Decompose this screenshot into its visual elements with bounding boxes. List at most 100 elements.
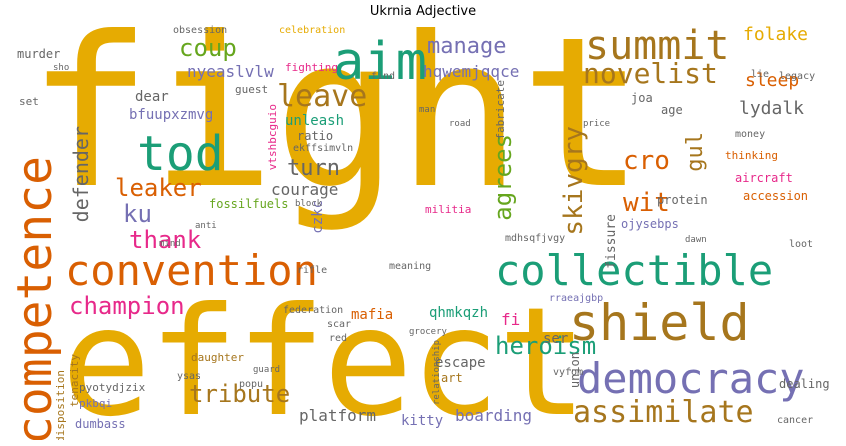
word-vyfom: vyfom (553, 367, 584, 378)
word-scar: scar (327, 319, 352, 330)
word-qhmkqzh: qhmkqzh (429, 305, 489, 321)
word-defender: defender (69, 126, 93, 223)
word-platform: platform (299, 406, 377, 425)
word-escape: escape (435, 355, 486, 371)
word-money: money (735, 129, 766, 140)
word-gul: gul (683, 132, 708, 172)
word-effect: effect (61, 276, 588, 440)
word-hqwemjqqce: hqwemjqqce (423, 62, 520, 81)
word-novelist: novelist (583, 57, 718, 90)
word-art: art (441, 371, 463, 385)
word-rraeajgbp: rraeajgbp (549, 293, 604, 304)
word-fabricate: fabricate (494, 80, 507, 140)
word-fi: fi (501, 310, 521, 329)
word-tod: tod (137, 126, 224, 182)
word-ser: ser (543, 331, 569, 347)
word-summit: summit (585, 23, 730, 69)
word-coup: coup (179, 34, 237, 62)
word-thank: thank (129, 226, 202, 254)
word-protein: protein (657, 193, 708, 207)
word-ysas: ysas (177, 371, 202, 382)
word-red: red (329, 333, 348, 344)
word-mind: mind (159, 239, 181, 249)
word-road: road (449, 119, 471, 129)
word-dear: dear (135, 89, 169, 105)
word-mafia: mafia (351, 307, 394, 323)
word-legacy: legacy (779, 71, 816, 82)
word-boarding: boarding (455, 406, 533, 425)
word-fissure: fissure (604, 214, 619, 269)
word-shield: shield (569, 294, 750, 352)
word-mdhsqfjvgy: mdhsqfjvgy (505, 233, 566, 244)
word-meaning: meaning (389, 261, 432, 272)
word-man: man (419, 105, 436, 115)
word-competence: competence (9, 156, 63, 440)
word-dealing: dealing (779, 377, 830, 391)
word-aircraft: aircraft (735, 171, 793, 185)
word-unleash: unleash (285, 113, 345, 129)
word-manage: manage (427, 34, 507, 59)
word-set: set (19, 95, 39, 108)
word-champion: champion (69, 292, 185, 320)
word-fossilfuels: fossilfuels (209, 197, 289, 211)
word-militia: militia (425, 203, 472, 216)
word-obsession: obsession (173, 25, 228, 36)
word-ku: ku (123, 200, 152, 228)
word-ekffsimvln: ekffsimvln (293, 143, 354, 154)
word-collectible: collectible (495, 246, 774, 295)
word-vtshbcguio: vtshbcguio (266, 104, 279, 171)
word-accession: accession (743, 189, 809, 203)
word-dawn: dawn (685, 235, 707, 245)
word-folake: folake (743, 24, 809, 45)
word-grocery: grocery (409, 327, 447, 337)
word-pyotydjzix: pyotydjzix (79, 381, 146, 394)
word-popu: popu (239, 379, 264, 390)
chart-title: Ukrnia Adjective (369, 4, 477, 19)
word-lie: lie (751, 69, 770, 80)
word-thinking: thinking (725, 149, 778, 162)
word-pkbqi: pkbqi (79, 397, 113, 410)
word-sleep: sleep (745, 70, 800, 91)
word-lydalk: lydalk (739, 98, 805, 119)
word-ratio: ratio (297, 129, 334, 143)
word-cro: cro (623, 146, 670, 176)
word-loot: loot (789, 239, 814, 250)
word-cancer: cancer (777, 415, 814, 426)
word-block: block (295, 199, 323, 209)
word-heroism: heroism (495, 332, 597, 360)
word-disposition: disposition (54, 370, 67, 440)
word-wit: wit (623, 188, 670, 218)
word-anti: anti (195, 221, 217, 231)
word-find: find (371, 71, 396, 82)
word-leave: leave (277, 79, 368, 114)
word-convention: convention (65, 246, 318, 295)
word-guard: guard (253, 365, 281, 375)
word-kitty: kitty (401, 413, 444, 429)
word-skivgry: skivgry (559, 126, 589, 236)
word-sho: sho (53, 63, 70, 73)
word-joa: joa (631, 91, 653, 105)
word-guest: guest (235, 83, 269, 96)
word-fight: fight (27, 22, 645, 235)
word-courage: courage (271, 180, 339, 199)
word-ojysebps: ojysebps (621, 217, 679, 231)
word-federation: federation (283, 305, 344, 316)
word-daughter: daughter (191, 351, 244, 364)
word-democracy: democracy (577, 354, 805, 403)
word-relationship: relationship (432, 340, 442, 406)
word-dumbass: dumbass (75, 417, 126, 431)
word-fighting: fighting (285, 61, 338, 74)
word-tribute: tribute (189, 380, 291, 408)
word-assimilate: assimilate (573, 395, 754, 430)
word-aim: aim (333, 32, 427, 92)
word-nyeaslvlw: nyeaslvlw (187, 62, 274, 81)
word-celebration: celebration (279, 25, 346, 36)
word-rifle: rifle (297, 265, 328, 276)
word-cloud: fight effect competence convention colle… (9, 22, 837, 440)
word-agrees: agrees (489, 134, 517, 221)
word-price: price (583, 119, 611, 129)
word-age: age (661, 103, 683, 117)
word-leaker: leaker (115, 174, 202, 202)
word-bfuupxzmvg: bfuupxzmvg (129, 107, 214, 123)
word-murder: murder (17, 47, 61, 61)
